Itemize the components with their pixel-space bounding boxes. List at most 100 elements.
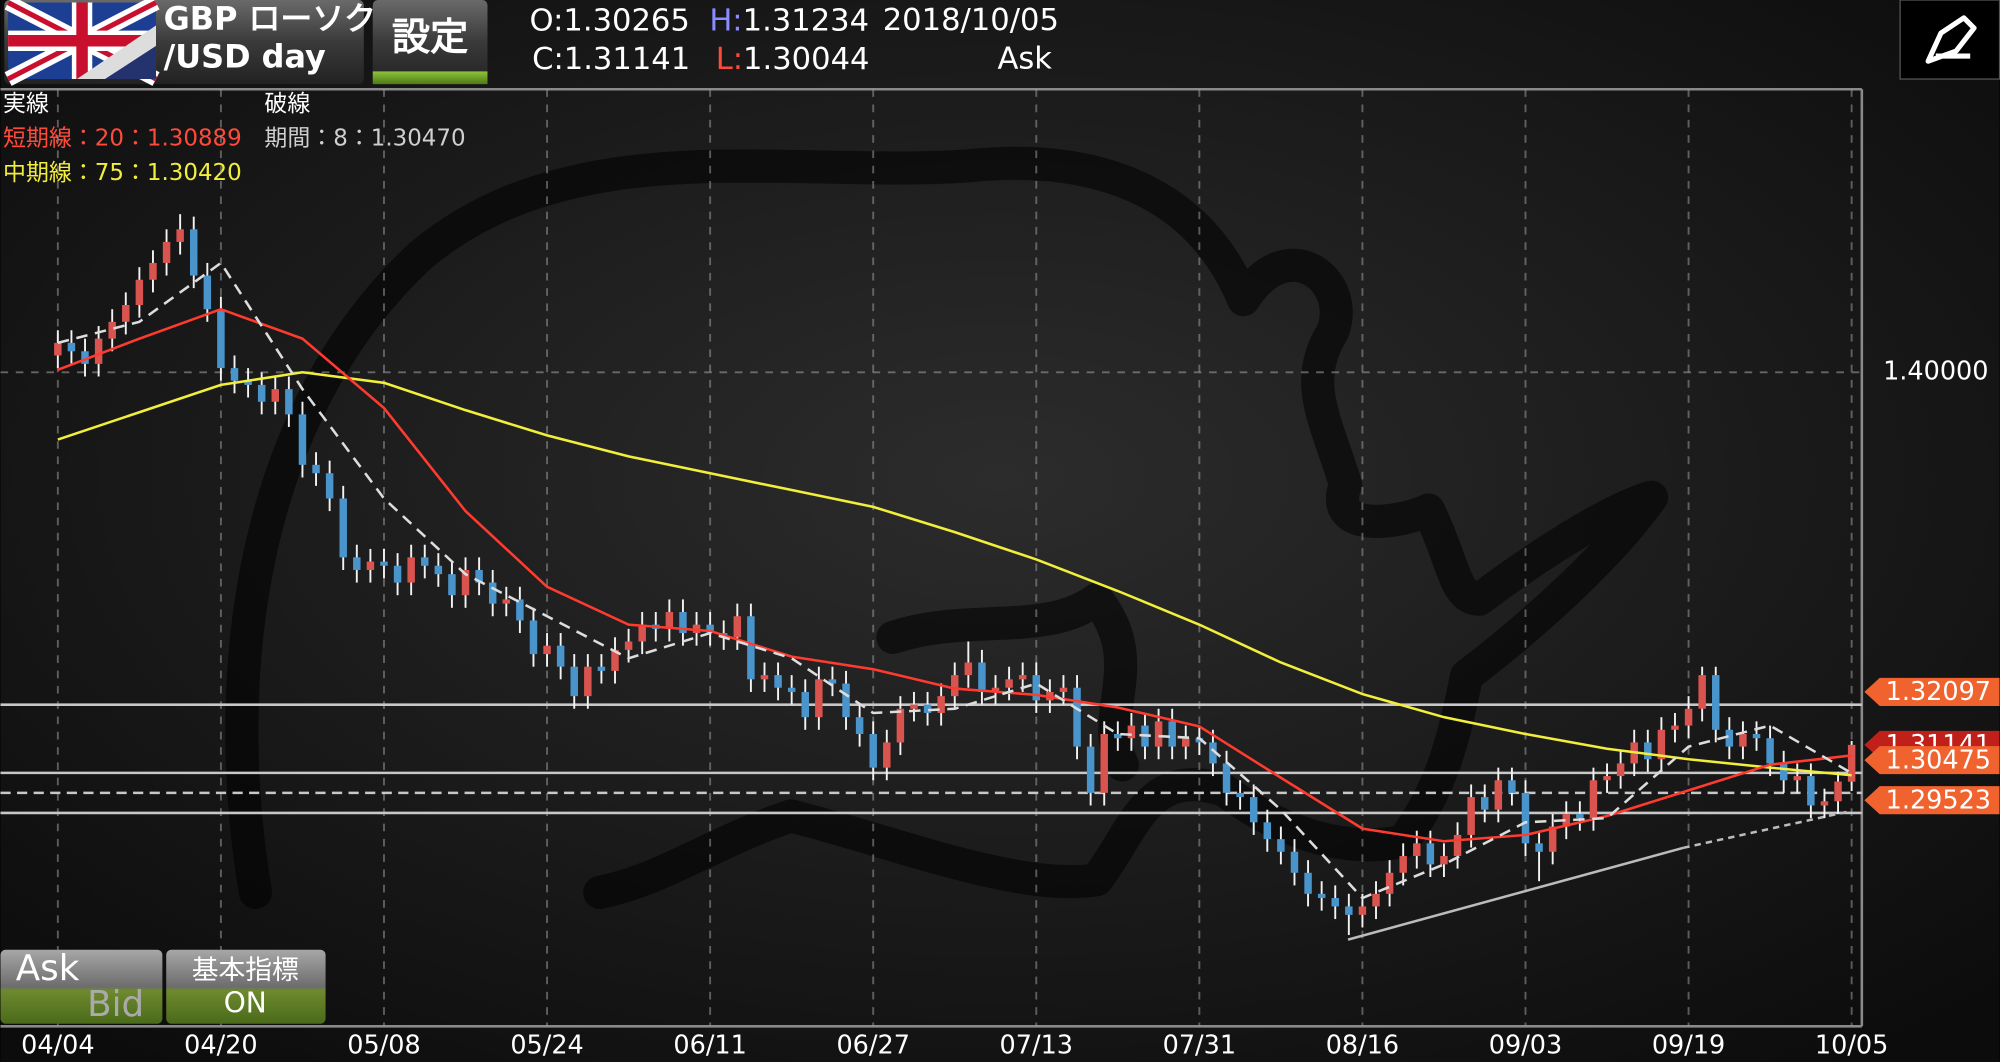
candle-body [380,561,388,566]
candle-body [869,733,877,768]
candle-body [1779,763,1788,781]
indicator-state: ON [224,987,267,1020]
x-tick-label: 07/31 [1163,1031,1236,1061]
candle-body [842,683,850,718]
candle-body [1535,843,1543,852]
indicator-label: 基本指標 [192,955,299,986]
candle-body [1413,843,1421,856]
candle-body [475,569,483,583]
candle-body [54,342,62,356]
moving-average [57,261,1853,900]
candle-body [1358,906,1367,915]
candle-body [434,565,443,575]
candle-body [706,624,714,634]
candle-body [1712,675,1720,730]
candle-body [366,561,375,570]
candle-body [923,704,932,713]
ohlc-key: H: [709,3,742,38]
candle-body [991,687,1000,692]
x-tick-label: 08/16 [1326,1031,1399,1061]
x-tick-label: 05/24 [510,1031,583,1061]
candle-body [1182,738,1190,747]
price-label: 1.29523 [1886,785,1991,815]
candle-body [1766,738,1774,764]
candle-body [747,616,755,680]
candle-body [1073,687,1081,747]
candle-body [855,717,864,734]
candle-body [1793,776,1802,781]
candle-body [257,384,266,402]
candle-body [1195,738,1204,743]
x-tick-label: 05/08 [347,1031,420,1061]
candle-body [1345,906,1353,915]
candle-body [122,305,130,322]
candle-body [162,241,171,263]
candle-body [1100,733,1108,793]
candle-body [149,262,157,280]
candle-body [529,620,538,655]
candle-body [1331,898,1339,907]
candle-body [1032,675,1041,701]
candle-body [135,279,144,306]
candle-body [1467,797,1475,835]
x-tick-label: 04/04 [21,1031,94,1061]
x-tick-label: 09/03 [1489,1031,1562,1061]
candle-body [176,229,184,242]
candle-body [1616,763,1625,777]
candle-body [1807,776,1815,806]
candle-body [760,675,769,680]
settings-button[interactable] [372,0,488,85]
price-label: 1.30475 [1886,745,1991,775]
candle-body [1426,843,1435,865]
candle-body [1263,822,1272,840]
candle-body [1385,872,1394,894]
candle-body [883,742,891,768]
price-label-box [1864,677,2000,706]
candle-body [1684,708,1693,726]
candle-body [964,662,973,676]
candle-body [1399,855,1407,873]
indicator-button[interactable] [166,949,326,1024]
draw-button[interactable] [1899,0,2000,80]
candle-body [1562,813,1570,827]
side: Ask [997,41,1052,76]
candle-body [1209,742,1217,764]
candle-body [951,675,959,697]
candle-body [421,557,429,566]
price-label-box [1864,746,2000,775]
trend-line [1347,846,1684,941]
candle-body [298,414,307,465]
date: 2018/10/05 [883,3,1059,38]
candle-body [801,691,809,718]
candle-body [1508,780,1516,793]
candle-body [312,464,320,474]
x-tick-label: 07/13 [1000,1031,1073,1061]
candle-body [325,473,334,499]
candle-body [1114,733,1122,739]
candle-body [1154,721,1163,747]
ohlc-value: 1.30044 [743,41,869,76]
candle-body [1168,721,1176,747]
candle-body [1725,729,1734,747]
legend-solid: 実線 [3,91,49,117]
candle-body [1548,826,1557,852]
ask-bid-button[interactable] [0,949,163,1024]
candle-body [978,662,986,692]
candle-body [1127,725,1136,739]
candle-body [81,351,89,364]
ohlc: O:1.30265 H:1.31234 C:1.31141 L:1.30044 [530,3,870,76]
candle-body [244,380,252,385]
ohlc-item: L:1.30044 [716,41,870,76]
candle-body [679,612,687,634]
candle-body [488,582,497,604]
candle-body [1059,687,1068,692]
x-tick-label: 06/11 [673,1031,746,1061]
candle-body [584,666,592,697]
x-tick-label: 04/20 [184,1031,257,1061]
ohlc-value: 1.31141 [564,41,690,76]
candle-body [787,687,796,692]
candle-body [1521,792,1530,844]
ohlc-item: C:1.31141 [532,41,690,76]
candle-body [1236,792,1244,798]
